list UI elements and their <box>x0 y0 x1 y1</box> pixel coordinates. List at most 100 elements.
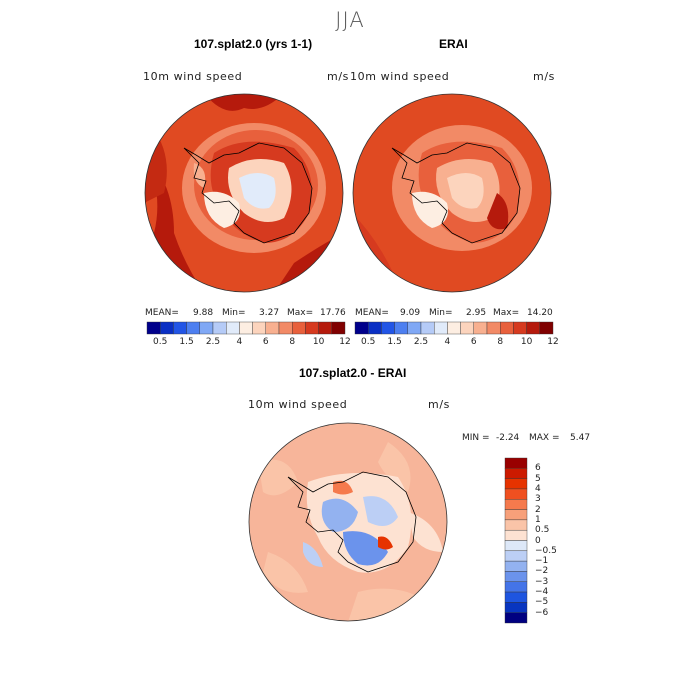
diff-max-value: 5.47 <box>570 433 591 443</box>
panel1-min-value: 3.27 <box>259 308 280 318</box>
colorbar-tick-label: 12 <box>547 337 559 347</box>
colorbar-swatch <box>420 321 435 335</box>
panel1-mean-value: 9.88 <box>193 308 214 318</box>
colorbar-swatch <box>504 571 528 582</box>
colorbar-swatch <box>504 509 528 521</box>
colorbar-swatch <box>513 321 527 335</box>
colorbar-swatch <box>504 478 528 490</box>
colorbar-swatch <box>504 560 528 572</box>
colorbar-swatch <box>199 321 214 335</box>
panel2-max-value: 14.20 <box>527 308 553 318</box>
diff-min-value: -2.24 <box>496 433 520 443</box>
colorbar-tick-label: 2 <box>535 504 541 515</box>
colorbar-tick-label: 12 <box>339 337 351 347</box>
panel2-min-label: Min= <box>429 308 453 318</box>
colorbar-tick-label: −3 <box>535 576 549 587</box>
colorbar-swatch <box>212 321 227 335</box>
colorbar-swatch <box>504 529 528 541</box>
colorbar-tick-label: 2.5 <box>205 337 221 347</box>
colorbar-tick-label: 1.5 <box>387 337 402 347</box>
colorbar-swatch <box>239 321 253 335</box>
colorbar-tick-label: −4 <box>535 587 549 598</box>
colorbar-swatch <box>278 321 293 335</box>
colorbar-swatch <box>499 321 514 335</box>
colorbar-tick-label: 10 <box>520 337 533 347</box>
colorbar-swatch <box>504 499 528 510</box>
panel2-mean-label: MEAN= <box>355 308 389 318</box>
colorbar-swatch <box>504 468 528 479</box>
colorbar-tick-label: −2 <box>535 566 549 577</box>
colorbar-tick-label: 4 <box>444 337 451 347</box>
colorbar-swatch <box>473 321 488 335</box>
colorbar-tick-label: 5 <box>535 473 541 484</box>
colorbar-swatch <box>354 321 369 335</box>
colorbar-swatch <box>186 321 200 335</box>
panel1-variable: 10m wind speed <box>143 70 243 83</box>
colorbar-swatch <box>394 321 408 335</box>
colorbar-swatch <box>504 581 528 593</box>
colorbar-swatch <box>381 321 395 335</box>
map-difference <box>248 422 448 622</box>
colorbar-swatch <box>504 550 528 562</box>
colorbar-swatch <box>504 602 528 613</box>
panel2-max-label: Max= <box>493 308 520 318</box>
colorbar-tick-label: 0 <box>535 535 541 546</box>
diff-title: 107.splat2.0 - ERAI <box>299 366 407 380</box>
diff-max-label: MAX = <box>529 433 560 443</box>
colorbar-swatch <box>539 321 554 335</box>
colorbar-tick-label: 1 <box>535 514 541 525</box>
panel1-title: 107.splat2.0 (yrs 1-1) <box>194 37 313 51</box>
colorbar-swatch <box>504 540 528 552</box>
colorbar-model: 0.5 1.5 2.5 4 6 8 10 12 <box>146 321 351 347</box>
colorbar-tick-label: −0.5 <box>535 545 557 556</box>
colorbar-swatch <box>447 321 461 335</box>
colorbar-swatch <box>159 321 174 335</box>
colorbar-tick-label: −5 <box>535 597 549 608</box>
colorbar-swatch <box>504 612 528 624</box>
colorbar-tick-label: 10 <box>312 337 325 347</box>
colorbar-tick-label: 2.5 <box>413 337 429 347</box>
colorbar-swatch <box>367 321 382 335</box>
colorbar-swatch <box>407 321 422 335</box>
colorbar-swatch <box>504 591 528 603</box>
panel2-units: m/s <box>533 70 555 83</box>
colorbar-swatch <box>265 321 280 335</box>
colorbar-swatch <box>331 321 346 335</box>
diff-min-label: MIN = <box>462 433 490 443</box>
colorbar-tick-label: 1.5 <box>179 337 194 347</box>
panel2-min-value: 2.95 <box>466 308 487 318</box>
colorbar-tick-label: 6 <box>470 337 477 347</box>
panel1-max-value: 17.76 <box>320 308 346 318</box>
colorbar-swatch <box>252 321 266 335</box>
colorbar-swatch <box>146 321 161 335</box>
colorbar-swatch <box>504 488 528 500</box>
colorbar-tick-label: 4 <box>236 337 243 347</box>
colorbar-tick-label: −1 <box>535 556 549 567</box>
colorbar-swatch <box>504 457 528 469</box>
colorbar-swatch <box>433 321 448 335</box>
panel1-mean-label: MEAN= <box>145 308 179 318</box>
colorbar-swatch <box>526 321 541 335</box>
colorbar-swatch <box>291 321 306 335</box>
colorbar-tick-label: 0.5 <box>153 337 168 347</box>
season-title: JJA <box>335 8 365 32</box>
map-erai <box>352 93 552 293</box>
colorbar-tick-label: 3 <box>535 494 541 505</box>
diff-units: m/s <box>428 398 450 411</box>
panel2-mean-value: 9.09 <box>400 308 421 318</box>
map-model <box>144 93 344 293</box>
colorbar-swatch <box>504 519 528 531</box>
colorbar-swatch <box>486 321 501 335</box>
colorbar-swatch <box>225 321 240 335</box>
colorbar-swatch <box>305 321 319 335</box>
colorbar-tick-label: 0.5 <box>535 525 550 536</box>
panel2-title: ERAI <box>439 37 468 51</box>
colorbar-swatch <box>460 321 474 335</box>
colorbar-tick-label: 8 <box>497 337 504 347</box>
colorbar-tick-label: −6 <box>535 607 549 618</box>
panel1-min-label: Min= <box>222 308 246 318</box>
colorbar-tick-label: 0.5 <box>361 337 376 347</box>
panel1-units: m/s <box>327 70 349 83</box>
panel1-max-label: Max= <box>287 308 314 318</box>
panel2-variable: 10m wind speed <box>350 70 450 83</box>
